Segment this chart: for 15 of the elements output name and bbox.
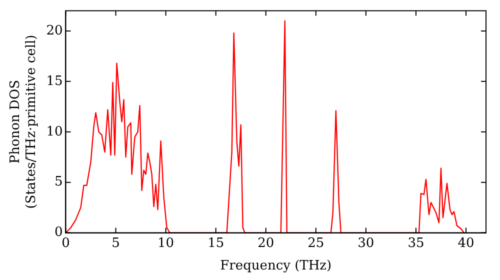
y-tick-label: 20 (46, 23, 63, 38)
x-tick-label: 20 (258, 236, 274, 251)
x-tick-label: 10 (158, 236, 174, 251)
y-tick-label: 5 (54, 174, 63, 190)
y-tick-label: 0 (54, 225, 63, 240)
x-tick-label: 25 (308, 236, 324, 251)
y-tick-label: 15 (46, 74, 63, 89)
x-tick-label: 15 (208, 236, 224, 251)
x-tick-label: 40 (458, 236, 474, 251)
y-tick-label: 10 (46, 124, 63, 140)
x-axis-title: Frequency (THz) (220, 258, 332, 274)
y-axis-title: Phonon DOS (States/THz·primitive cell) (8, 34, 39, 209)
x-tick-label: 5 (112, 236, 120, 251)
x-tick-label: 30 (358, 236, 374, 251)
x-tick-label: 35 (408, 236, 424, 251)
